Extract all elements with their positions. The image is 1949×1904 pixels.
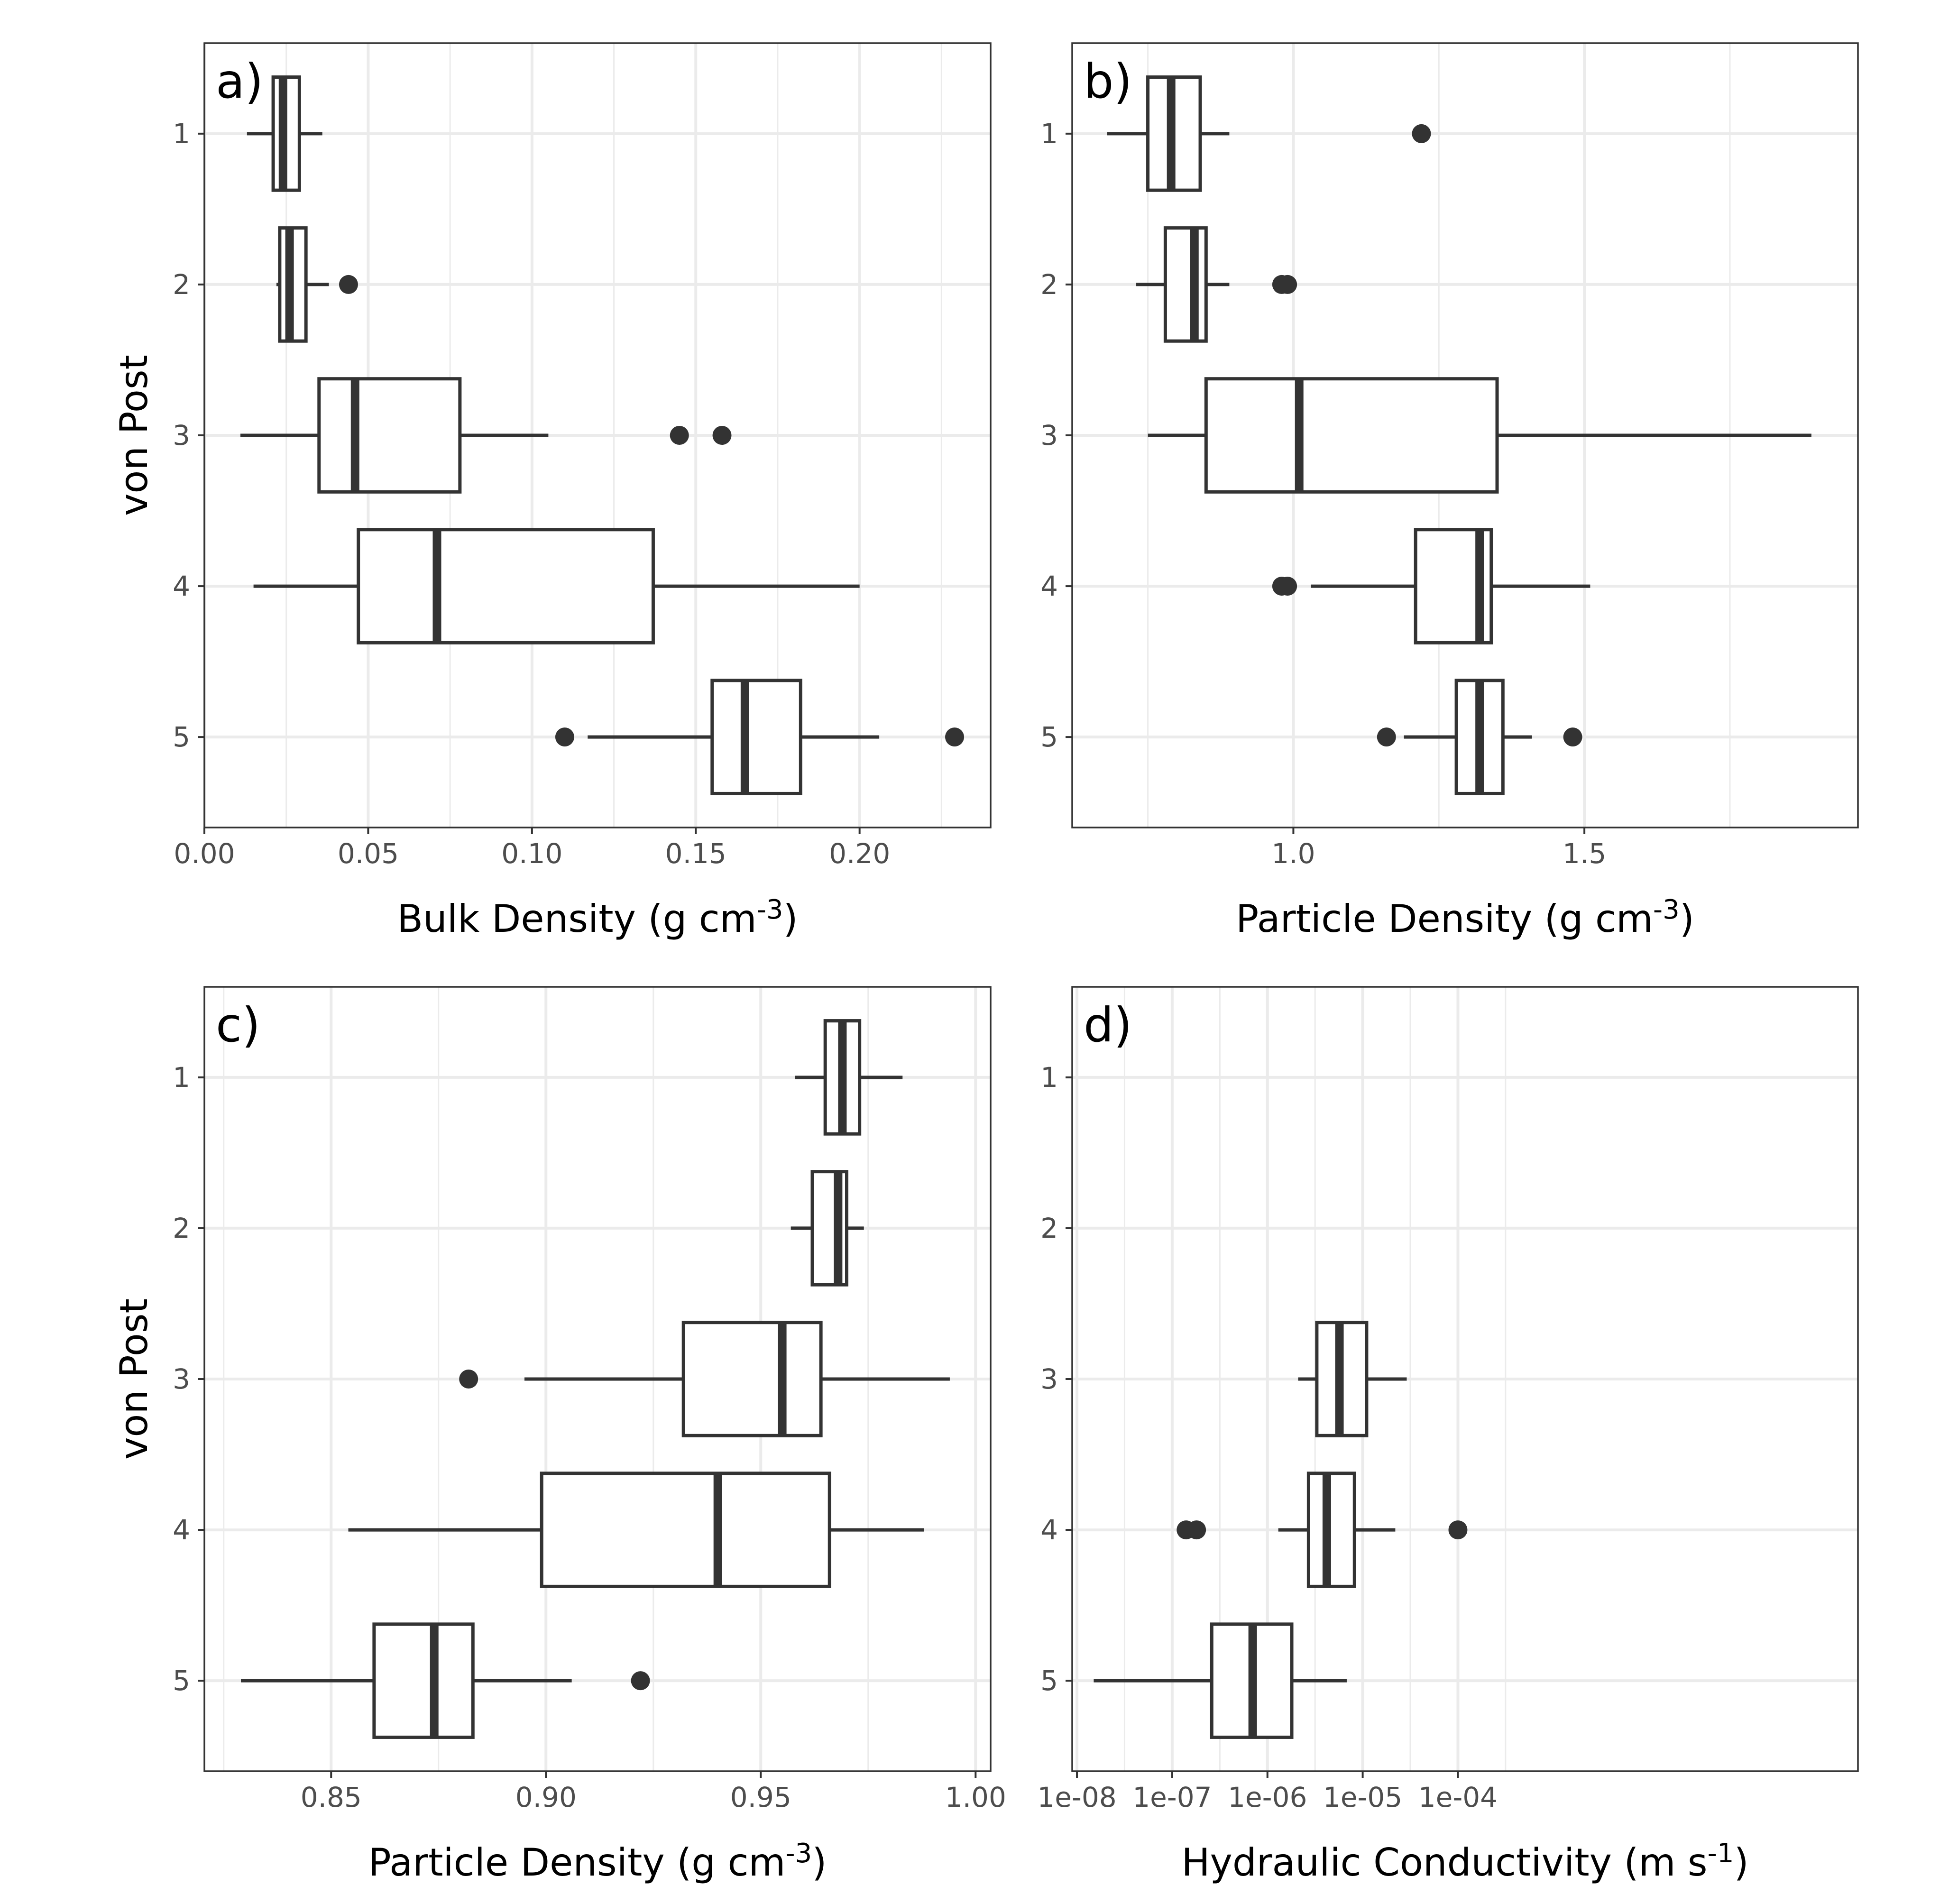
box-iqr	[1306, 1472, 1356, 1588]
x-tick-label: 0.90	[515, 1781, 577, 1813]
y-tick-label: 4	[1040, 570, 1058, 602]
y-tick-label: 1	[173, 118, 190, 150]
x-axis-title-main: Particle Density (g cm	[368, 1840, 786, 1885]
x-axis-title-main: Bulk Density (g cm	[397, 897, 756, 941]
x-axis-title-exponent: -1	[1708, 1838, 1734, 1869]
x-axis-title-exponent: -3	[1653, 894, 1680, 925]
y-tick-label: 5	[1040, 721, 1058, 753]
outlier-point	[1187, 1520, 1206, 1540]
x-tick-label: 1.0	[1271, 837, 1315, 870]
x-axis-title-main: Particle Density (g cm	[1236, 897, 1653, 941]
panel-tag: d)	[1084, 997, 1132, 1053]
box-iqr	[317, 377, 462, 494]
x-axis-title-close: )	[812, 1840, 827, 1885]
box-iqr	[710, 679, 802, 795]
x-tick-label: 0.10	[501, 837, 562, 870]
outlier-point	[339, 275, 358, 294]
y-tick-label: 3	[173, 419, 190, 451]
outlier-point	[1448, 1520, 1468, 1540]
y-tick-label: 4	[1040, 1514, 1058, 1546]
y-tick-label: 5	[173, 721, 190, 753]
x-tick-label: 0.95	[730, 1781, 791, 1813]
x-tick-label: 1e-08	[1037, 1781, 1116, 1813]
x-tick-label: 0.20	[829, 837, 890, 870]
panel-d-hydraulic-conductivity: 1e-08 1e-07 1e-06 1e-05 1e-04 1 2 3 4 5 d) Hydrauli…	[1037, 986, 1859, 1885]
outlier-point	[1377, 727, 1396, 747]
outlier-point	[459, 1370, 478, 1389]
x-tick-label: 0.15	[665, 837, 726, 870]
box-iqr	[681, 1321, 823, 1437]
x-tick-label: 1e-05	[1323, 1781, 1402, 1813]
panel-tag: c)	[216, 997, 260, 1053]
y-tick-label: 2	[1040, 268, 1058, 301]
x-tick-label: 1.5	[1563, 837, 1606, 870]
x-axis-title-main: Hydraulic Conductivity (m s	[1181, 1840, 1707, 1885]
outlier-point	[555, 727, 574, 747]
x-axis-title: Hydraulic Conductivity (m s-1)	[1181, 1838, 1748, 1885]
y-tick-label: 5	[1040, 1665, 1058, 1697]
outlier-point	[631, 1671, 650, 1691]
panel-a-bulk-density: 0.00 0.05 0.10 0.15 0.20 1 2 3 4 5 a) Bulk Density …	[112, 42, 992, 941]
y-tick-label: 1	[1040, 1061, 1058, 1094]
y-tick-label: 5	[173, 1665, 190, 1697]
x-tick-label: 0.05	[338, 837, 399, 870]
x-tick-label: 1e-04	[1418, 1781, 1498, 1813]
outlier-point	[1278, 577, 1297, 596]
box-iqr	[372, 1622, 475, 1739]
y-tick-label: 4	[173, 1514, 190, 1546]
x-axis-title-exponent: -3	[785, 1838, 812, 1869]
y-tick-label: 2	[173, 268, 190, 301]
x-axis-title-close: )	[1734, 1840, 1748, 1885]
box-iqr	[1163, 226, 1208, 343]
panel-c-particle-density: 0.85 0.90 0.95 1.00 1 2 3 4 5 c) Particle Density …	[112, 986, 1006, 1885]
x-tick-label: 0.00	[174, 837, 235, 870]
panel-b-particle-density: 1.0 1.5 1 2 3 4 5 b) Particle Density (g cm-3)	[1040, 42, 1859, 941]
x-axis-title: Bulk Density (g cm-3)	[397, 894, 798, 941]
y-tick-label: 1	[173, 1061, 190, 1094]
x-tick-label: 1e-06	[1228, 1781, 1307, 1813]
y-axis-title: von Post	[112, 355, 156, 516]
y-tick-label: 1	[1040, 118, 1058, 150]
outlier-point	[1563, 727, 1582, 747]
y-tick-label: 2	[173, 1212, 190, 1244]
outlier-point	[1278, 275, 1297, 294]
y-tick-label: 3	[1040, 1363, 1058, 1395]
y-axis-title: von Post	[112, 1298, 156, 1460]
box-iqr	[1204, 377, 1499, 494]
box-iqr	[357, 528, 655, 644]
y-tick-label: 3	[173, 1363, 190, 1395]
outlier-point	[945, 727, 965, 747]
x-axis-title: Particle Density (g cm-3)	[1236, 894, 1694, 941]
y-tick-label: 3	[1040, 419, 1058, 451]
panel-tag: a)	[216, 54, 263, 109]
outlier-point	[670, 426, 689, 445]
x-tick-label: 0.85	[301, 1781, 362, 1813]
panel-tag: b)	[1084, 54, 1132, 109]
outlier-point	[1412, 124, 1431, 143]
x-axis-title: Particle Density (g cm-3)	[368, 1838, 827, 1885]
y-tick-label: 4	[173, 570, 190, 602]
x-axis-title-close: )	[783, 897, 798, 941]
box-iqr	[540, 1472, 831, 1588]
y-tick-label: 2	[1040, 1212, 1058, 1244]
x-axis-title-close: )	[1680, 897, 1694, 941]
x-tick-label: 1.00	[945, 1781, 1006, 1813]
x-axis-title-exponent: -3	[757, 894, 783, 925]
x-tick-label: 1e-07	[1132, 1781, 1212, 1813]
outlier-point	[712, 426, 732, 445]
